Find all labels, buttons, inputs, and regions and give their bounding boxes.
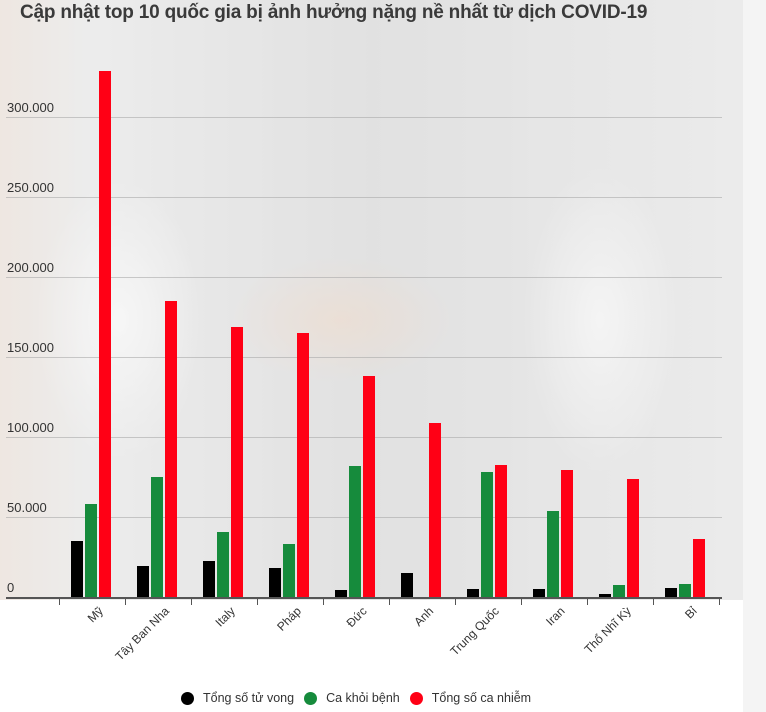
legend-item-cases[interactable]: Tổng số ca nhiễm — [409, 691, 532, 705]
legend-label: Tổng số ca nhiễm — [431, 691, 532, 705]
x-tick-mark — [653, 598, 654, 605]
bar-cases[interactable] — [231, 327, 243, 597]
gridline — [6, 117, 722, 118]
x-tick-mark — [389, 598, 390, 605]
bar-deaths[interactable] — [401, 573, 413, 597]
bar-deaths[interactable] — [269, 568, 281, 597]
bar-deaths[interactable] — [203, 561, 215, 597]
x-category-label: Iran — [543, 604, 568, 629]
bar-cases[interactable] — [561, 470, 573, 597]
bar-deaths[interactable] — [335, 590, 347, 597]
bar-cases[interactable] — [495, 465, 507, 597]
x-tick-mark — [587, 598, 588, 605]
bar-deaths[interactable] — [137, 566, 149, 597]
bar-cases[interactable] — [99, 71, 111, 597]
bar-recovered[interactable] — [283, 544, 295, 597]
x-tick-mark — [257, 598, 258, 605]
gridline — [6, 197, 722, 198]
bar-recovered[interactable] — [151, 477, 163, 597]
x-tick-mark — [719, 598, 720, 605]
legend-dot-icon — [181, 691, 194, 705]
bar-deaths[interactable] — [467, 589, 479, 597]
x-tick-mark — [59, 598, 60, 605]
y-tick-label: 250.000 — [7, 180, 54, 195]
bar-cases[interactable] — [165, 301, 177, 597]
legend-item-recovered[interactable]: Ca khỏi bệnh — [304, 691, 400, 705]
x-category-label: Đức — [343, 604, 370, 630]
gridline — [6, 277, 722, 278]
bar-recovered[interactable] — [349, 466, 361, 597]
bar-recovered[interactable] — [85, 504, 97, 597]
bar-recovered[interactable] — [481, 472, 493, 597]
bar-cases[interactable] — [297, 333, 309, 597]
legend-label: Tổng số tử vong — [203, 691, 295, 705]
bar-cases[interactable] — [429, 423, 441, 597]
x-category-label: Anh — [410, 604, 436, 630]
x-category-label: Thổ Nhĩ Kỳ — [581, 604, 634, 657]
y-tick-label: 150.000 — [7, 340, 54, 355]
x-category-label: Italy — [212, 604, 238, 630]
x-tick-mark — [521, 598, 522, 605]
chart-title: Cập nhật top 10 quốc gia bị ảnh hưởng nặ… — [20, 2, 648, 23]
x-tick-mark — [125, 598, 126, 605]
bar-cases[interactable] — [693, 539, 705, 597]
bar-cases[interactable] — [627, 479, 639, 597]
bar-deaths[interactable] — [71, 541, 83, 597]
y-tick-label: 0 — [7, 580, 15, 595]
y-tick-label: 50.000 — [7, 500, 47, 515]
side-strip — [743, 0, 766, 712]
x-tick-mark — [191, 598, 192, 605]
x-category-label: Tây Ban Nha — [112, 604, 172, 664]
bar-cases[interactable] — [363, 376, 375, 597]
x-category-label: Mỹ — [84, 604, 106, 626]
bar-recovered[interactable] — [679, 584, 691, 597]
bar-deaths[interactable] — [665, 588, 677, 597]
background-photo — [0, 0, 743, 600]
bar-recovered[interactable] — [217, 532, 229, 597]
x-category-label: Bỉ — [682, 604, 700, 622]
x-category-label: Pháp — [274, 604, 304, 634]
legend-item-deaths[interactable]: Tổng số tử vong — [181, 691, 294, 705]
legend: Tổng số tử vong Ca khỏi bệnh Tổng số ca … — [181, 691, 541, 705]
legend-dot-icon — [304, 691, 318, 705]
y-tick-label: 100.000 — [7, 420, 54, 435]
bar-recovered[interactable] — [613, 585, 625, 597]
x-category-label: Trung Quốc — [447, 604, 502, 659]
bar-deaths[interactable] — [533, 589, 545, 597]
y-tick-label: 200.000 — [7, 260, 54, 275]
bar-recovered[interactable] — [547, 511, 559, 597]
y-tick-label: 300.000 — [7, 100, 54, 115]
legend-dot-icon — [409, 691, 423, 705]
gridline — [6, 357, 722, 358]
x-axis-line — [6, 597, 722, 599]
x-tick-mark — [323, 598, 324, 605]
bar-deaths[interactable] — [599, 594, 611, 597]
x-tick-mark — [455, 598, 456, 605]
legend-label: Ca khỏi bệnh — [326, 691, 400, 705]
